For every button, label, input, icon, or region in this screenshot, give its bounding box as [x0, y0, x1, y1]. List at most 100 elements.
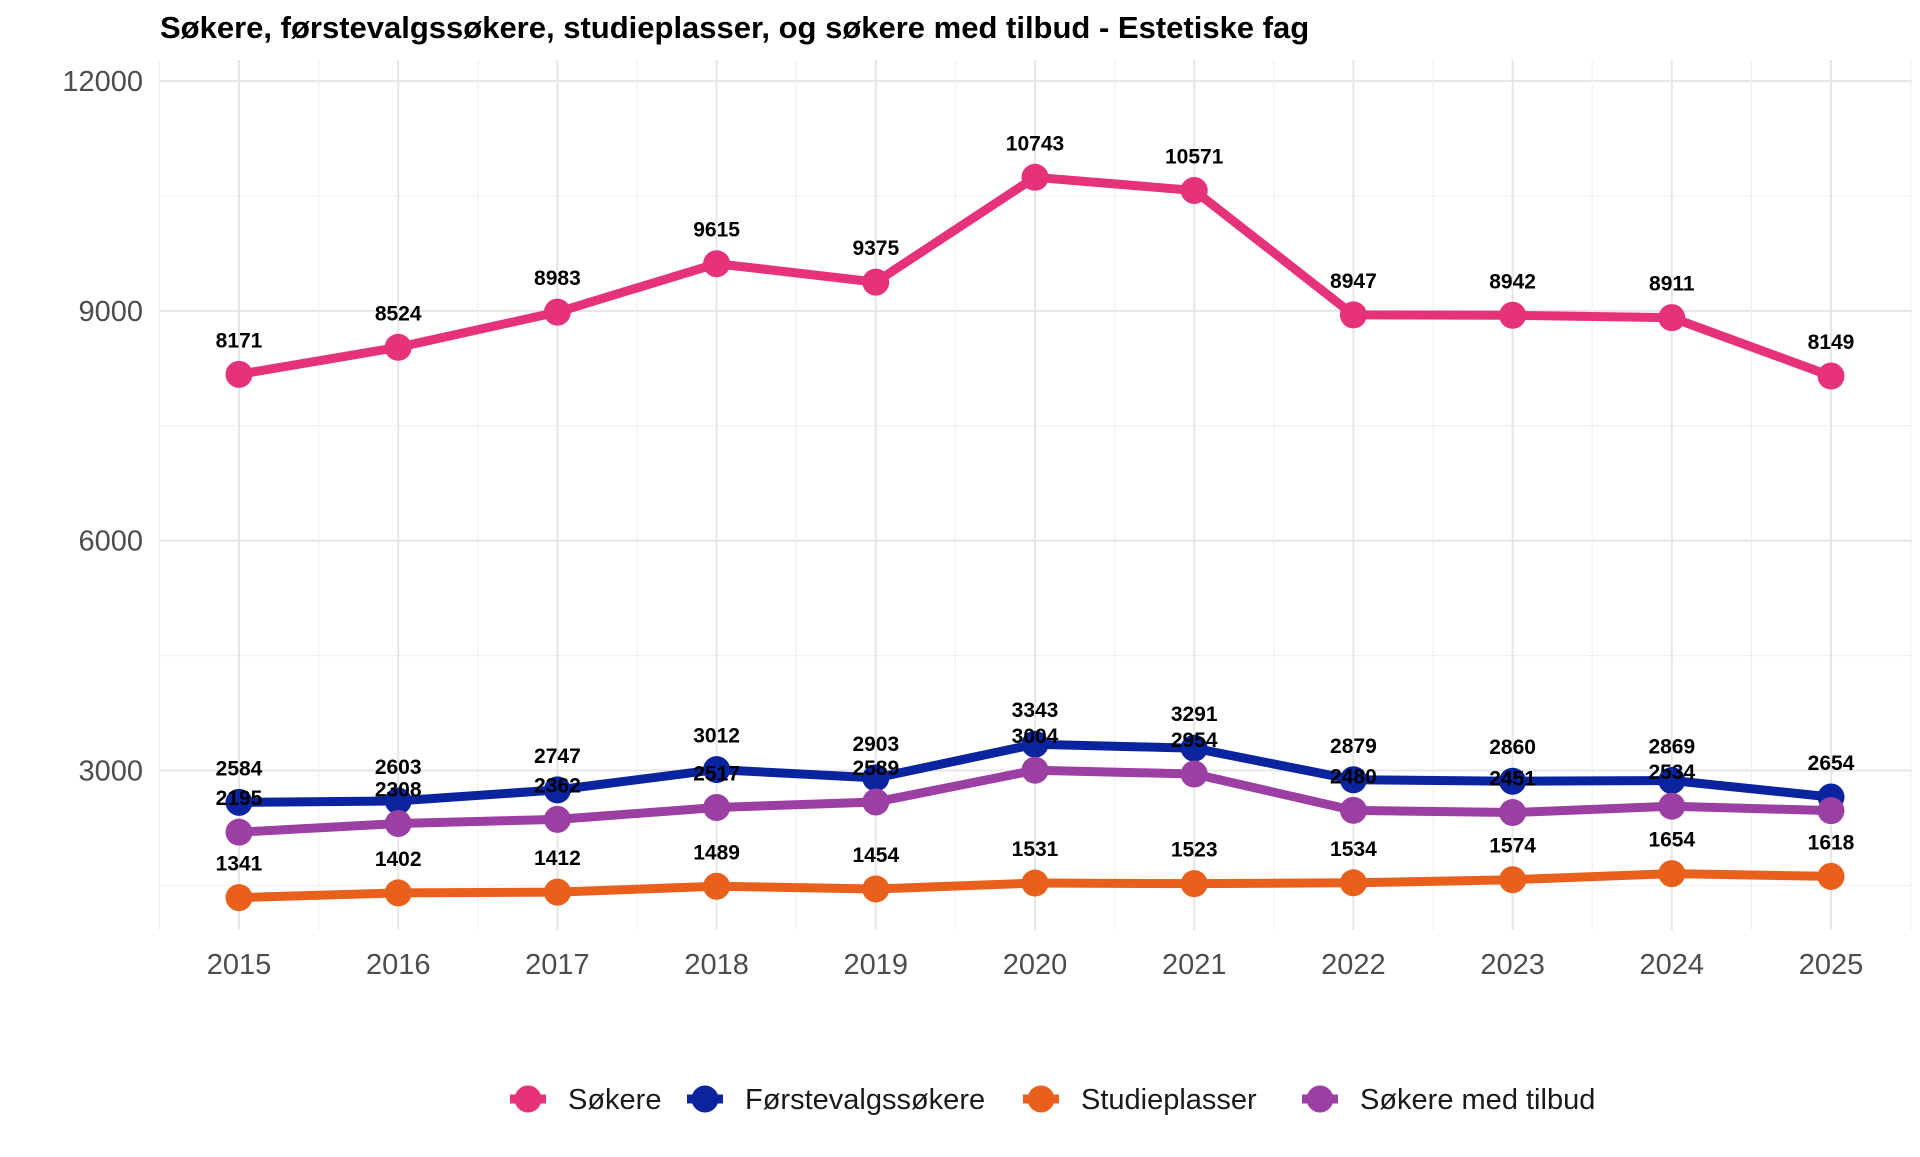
data-label: 1489	[693, 841, 740, 864]
data-point	[384, 879, 412, 907]
data-label: 2451	[1489, 768, 1536, 791]
data-point	[543, 298, 571, 326]
data-label: 2517	[693, 763, 740, 786]
legend-key-marker	[1306, 1085, 1334, 1113]
data-point	[1180, 760, 1208, 788]
data-point	[1658, 304, 1686, 332]
data-label: 3012	[693, 725, 740, 748]
data-point	[1180, 176, 1208, 204]
data-point	[1021, 756, 1049, 784]
series-0	[225, 163, 1845, 390]
x-tick-label: 2016	[366, 949, 431, 981]
x-tick-label: 2024	[1640, 949, 1705, 981]
data-point	[1180, 870, 1208, 898]
data-point	[1021, 869, 1049, 897]
data-point	[1021, 730, 1049, 758]
data-point	[225, 818, 253, 846]
data-point	[703, 756, 731, 784]
data-point	[862, 875, 890, 903]
y-tick-label: 9000	[78, 296, 143, 328]
y-tick-label: 6000	[78, 526, 143, 558]
data-label: 1654	[1648, 829, 1695, 852]
legend-key-marker	[691, 1085, 719, 1113]
data-label: 2654	[1808, 752, 1855, 775]
data-point	[1658, 860, 1686, 888]
legend-item: Studieplasser	[1023, 1084, 1257, 1116]
data-point	[862, 268, 890, 296]
data-label: 3004	[1012, 725, 1059, 748]
x-tick-label: 2022	[1321, 949, 1386, 981]
data-label: 1454	[852, 844, 899, 867]
data-point	[1021, 163, 1049, 191]
data-label: 2362	[534, 774, 581, 797]
data-label: 8171	[216, 329, 263, 352]
legend-label: Søkere	[568, 1084, 661, 1116]
data-label: 2584	[216, 757, 263, 780]
data-label: 2603	[375, 756, 422, 779]
data-label: 2747	[534, 745, 581, 768]
data-point	[1339, 301, 1367, 329]
data-label: 2589	[852, 757, 899, 780]
data-label: 8149	[1808, 331, 1855, 354]
data-label: 2308	[375, 779, 422, 802]
data-label: 2195	[216, 787, 263, 810]
data-point	[1817, 862, 1845, 890]
legend-item: Søkere	[510, 1084, 661, 1116]
data-point	[703, 872, 731, 900]
legend-label: Søkere med tilbud	[1360, 1084, 1595, 1116]
y-tick-label: 3000	[78, 756, 143, 788]
data-label: 2480	[1330, 765, 1377, 788]
data-point	[543, 805, 571, 833]
data-point	[1339, 766, 1367, 794]
data-label: 8983	[534, 267, 581, 290]
data-label: 1618	[1808, 831, 1855, 854]
x-tick-label: 2017	[525, 949, 590, 981]
data-label: 8947	[1330, 270, 1377, 293]
data-label: 1412	[534, 847, 581, 870]
legend-label: Førstevalgssøkere	[745, 1084, 985, 1116]
data-point	[384, 787, 412, 815]
data-label: 2903	[852, 733, 899, 756]
data-point	[1817, 362, 1845, 390]
x-tick-label: 2015	[207, 949, 272, 981]
x-tick-label: 2025	[1799, 949, 1864, 981]
data-point	[703, 250, 731, 278]
data-label: 2869	[1648, 736, 1695, 759]
data-label: 1574	[1489, 835, 1536, 858]
legend-item: Førstevalgssøkere	[687, 1084, 985, 1116]
series-3	[225, 756, 1845, 846]
data-point	[543, 878, 571, 906]
data-point	[1499, 799, 1527, 827]
legend-label: Studieplasser	[1081, 1084, 1257, 1116]
data-point	[1180, 734, 1208, 762]
data-point	[225, 788, 253, 816]
data-point	[703, 794, 731, 822]
x-tick-label: 2020	[1003, 949, 1068, 981]
data-label: 1523	[1171, 839, 1218, 862]
legend-key-marker	[1027, 1085, 1055, 1113]
data-point	[1339, 869, 1367, 897]
chart-title: Søkere, førstevalgssøkere, studieplasser…	[160, 10, 1310, 45]
data-label: 1534	[1330, 838, 1377, 861]
legend-key-marker	[514, 1085, 542, 1113]
data-label: 2954	[1171, 729, 1218, 752]
data-label: 1402	[375, 848, 422, 871]
data-point	[1499, 301, 1527, 329]
data-label: 10571	[1165, 145, 1224, 168]
data-point	[1658, 792, 1686, 820]
data-point	[1658, 767, 1686, 795]
data-label: 8911	[1649, 273, 1695, 296]
data-label: 1341	[216, 853, 263, 876]
data-point	[1499, 866, 1527, 894]
data-label: 3343	[1012, 699, 1059, 722]
data-label: 2879	[1330, 735, 1377, 758]
data-point	[1339, 796, 1367, 824]
data-label: 9375	[852, 237, 899, 260]
data-label: 9615	[693, 219, 740, 242]
series-1	[225, 730, 1845, 816]
x-tick-label: 2019	[844, 949, 909, 981]
y-tick-label: 12000	[62, 66, 143, 98]
data-point	[225, 360, 253, 388]
data-label: 2860	[1489, 736, 1536, 759]
